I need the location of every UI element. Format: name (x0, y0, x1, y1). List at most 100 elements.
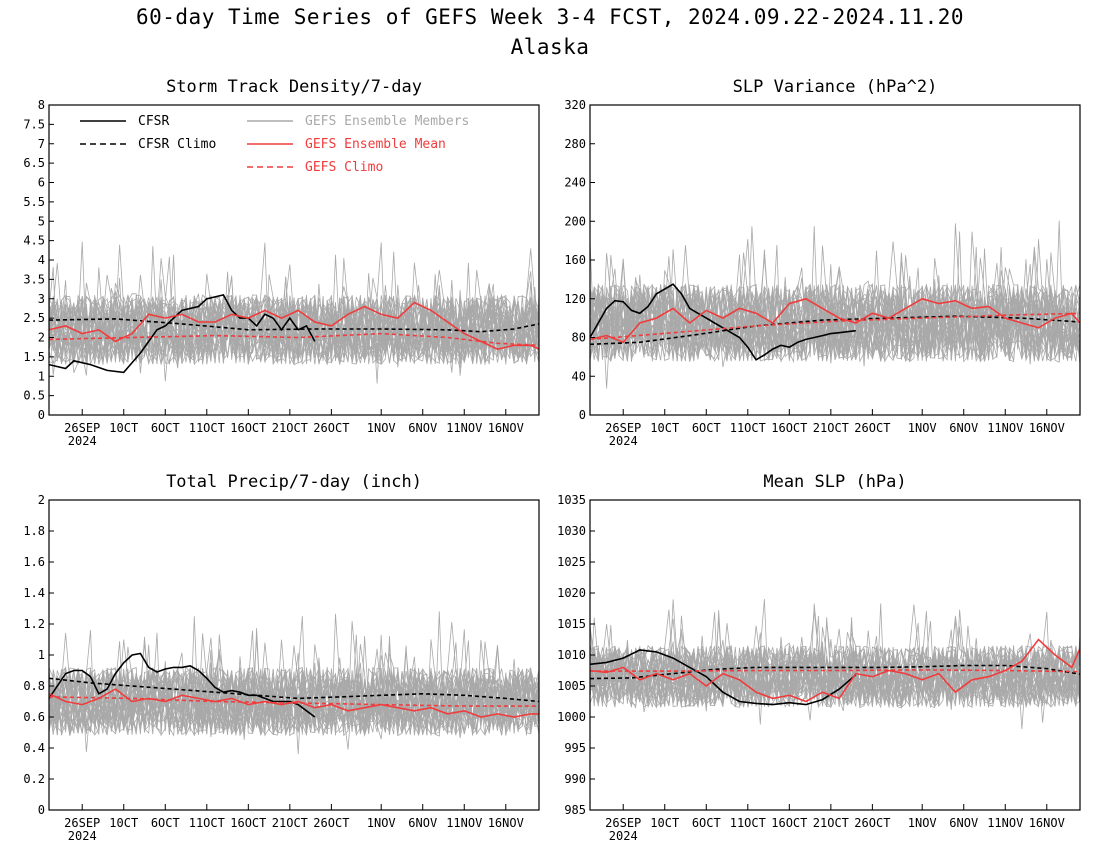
series-cfsr-climo (48, 677, 540, 703)
legend-label-cfsr-climo: CFSR Climo (138, 137, 216, 152)
x-year-label: 2024 (609, 434, 638, 448)
chart-panel-2: SLP Variance (hPa^2) 0 40 80 120 160 200 240 280… (564, 77, 1081, 448)
legend-label-members: GEFS Ensemble Members (305, 114, 469, 129)
x-tick-label: 16NOV (488, 816, 524, 830)
y-tick-label: 995 (564, 741, 586, 755)
x-tick-label: 26OCT (854, 421, 890, 435)
x-tick-label: 26SEP (64, 421, 100, 435)
y-tick-label: 985 (564, 803, 586, 817)
x-tick-label: 26OCT (313, 816, 349, 830)
y-tick-label: 200 (564, 214, 586, 228)
panel-title: Storm Track Density/7-day (166, 77, 422, 97)
x-tick-label: 1NOV (908, 816, 937, 830)
x-tick-label: 6OCT (692, 421, 721, 435)
y-tick-label: 990 (564, 772, 586, 786)
x-tick-label: 10CT (650, 421, 679, 435)
member-line (49, 248, 539, 363)
y-tick-label: 0.5 (23, 389, 45, 403)
y-tick-label: 1015 (557, 617, 586, 631)
y-tick-label: 1030 (557, 524, 586, 538)
x-tick-label: 6OCT (151, 816, 180, 830)
series-cfsr (48, 652, 316, 718)
ensemble-members (590, 220, 1080, 389)
legend-label-mean: GEFS Ensemble Mean (305, 137, 446, 152)
y-tick-label: 1.4 (23, 586, 45, 600)
series-gefs-climo (48, 332, 540, 347)
page-title: 60-day Time Series of GEFS Week 3-4 FCST… (135, 5, 964, 29)
member-line (49, 264, 539, 369)
x-tick-label: 26SEP (64, 816, 100, 830)
series-gefs-climo (589, 312, 1081, 341)
y-tick-label: 0 (579, 408, 586, 422)
ensemble-members (590, 599, 1080, 730)
y-tick-label: 7.5 (23, 117, 45, 131)
member-line (590, 623, 1080, 707)
member-line (590, 604, 1080, 705)
x-tick-label: 6OCT (151, 421, 180, 435)
x-tick-label: 6NOV (949, 421, 978, 435)
y-tick-label: 0 (38, 803, 45, 817)
x-tick-label: 11NOV (446, 816, 482, 830)
x-tick-label: 21OCT (272, 816, 308, 830)
y-tick-label: 40 (572, 369, 586, 383)
x-tick-label: 11NOV (987, 816, 1023, 830)
y-tick-label: 5 (38, 214, 45, 228)
y-tick-label: 2.5 (23, 311, 45, 325)
y-tick-label: 3.5 (23, 272, 45, 286)
ensemble-members (49, 611, 539, 755)
y-tick-label: 0.4 (23, 741, 45, 755)
y-tick-label: 0.8 (23, 679, 45, 693)
chart-panel-1: Storm Track Density/7-day 0 0.5 1 1.5 2 2.5 3 3.… (23, 77, 540, 448)
x-tick-label: 6NOV (949, 816, 978, 830)
y-tick-label: 6.5 (23, 156, 45, 170)
y-tick-label: 1010 (557, 648, 586, 662)
series-gefs-climo (48, 696, 539, 707)
x-tick-label: 10CT (650, 816, 679, 830)
region-subtitle: Alaska (510, 35, 590, 59)
member-line (590, 626, 1080, 709)
x-year-label: 2024 (68, 434, 97, 448)
series-cfsr (589, 283, 856, 361)
y-tick-label: 1.2 (23, 617, 45, 631)
y-tick-label: 8 (38, 98, 45, 112)
x-year-label: 2024 (68, 829, 97, 843)
x-tick-label: 1NOV (908, 421, 937, 435)
member-line (49, 294, 539, 384)
x-tick-label: 6NOV (408, 816, 437, 830)
y-tick-label: 280 (564, 137, 586, 151)
y-tick-label: 1000 (557, 710, 586, 724)
panel-title: Mean SLP (hPa) (763, 472, 906, 492)
x-tick-label: 16NOV (1029, 421, 1065, 435)
legend-label-cfsr: CFSR (138, 114, 169, 129)
y-tick-label: 0 (38, 408, 45, 422)
series-cfsr (48, 293, 316, 374)
x-tick-label: 11OCT (189, 816, 225, 830)
x-tick-label: 1NOV (367, 816, 396, 830)
y-tick-label: 80 (572, 331, 586, 345)
y-tick-label: 160 (564, 253, 586, 267)
series-gefs-climo (590, 669, 1081, 673)
series-ensemble-mean (48, 688, 539, 718)
series-ensemble-mean (48, 301, 540, 350)
y-tick-label: 1.5 (23, 350, 45, 364)
y-tick-label: 1.8 (23, 524, 45, 538)
y-tick-label: 5.5 (23, 195, 45, 209)
x-year-label: 2024 (609, 829, 638, 843)
y-tick-label: 2 (38, 331, 45, 345)
y-tick-label: 0.6 (23, 710, 45, 724)
y-tick-label: 1.6 (23, 555, 45, 569)
series-cfsr (589, 649, 857, 706)
y-tick-label: 1 (38, 369, 45, 383)
member-line (590, 246, 1080, 363)
x-tick-label: 26SEP (605, 421, 641, 435)
y-tick-label: 4 (38, 253, 45, 267)
y-tick-label: 3 (38, 292, 45, 306)
y-tick-label: 1 (38, 648, 45, 662)
x-tick-label: 6NOV (408, 421, 437, 435)
y-tick-label: 320 (564, 98, 586, 112)
series-cfsr-climo (589, 664, 1081, 680)
x-tick-label: 10CT (109, 816, 138, 830)
x-tick-label: 21OCT (813, 816, 849, 830)
x-tick-label: 21OCT (272, 421, 308, 435)
